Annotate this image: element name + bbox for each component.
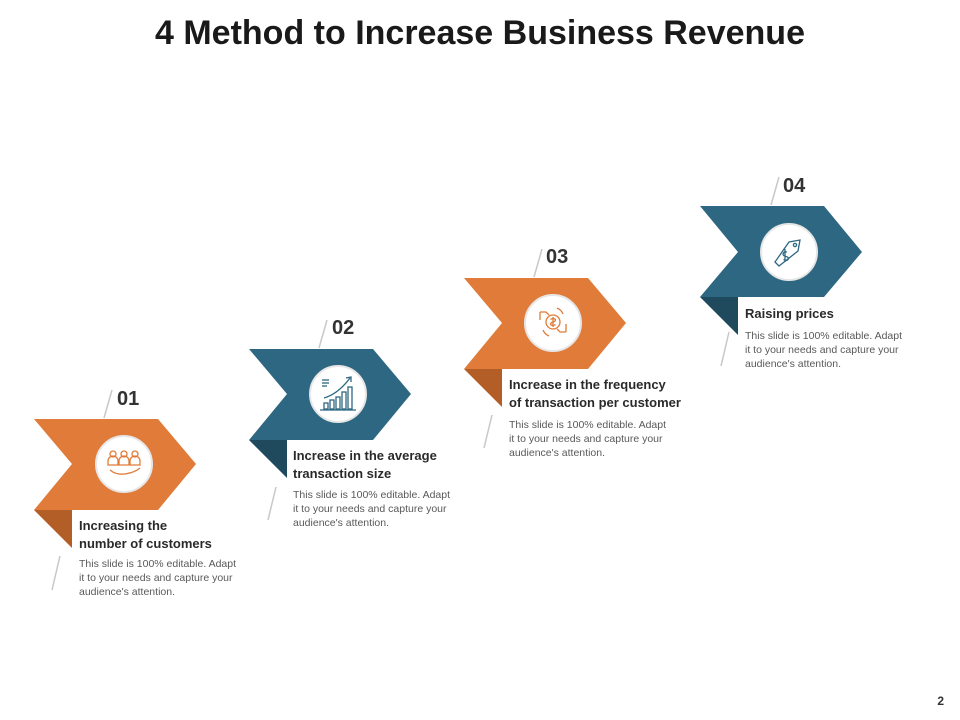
growth-chart-icon: [320, 376, 356, 411]
step-3-desc-line1: This slide is 100% editable. Adapt: [509, 419, 667, 431]
page-number: 2: [937, 694, 944, 708]
step-3-graphic: [464, 248, 626, 449]
step-3-number: 03: [546, 246, 569, 268]
slide-title: 4 Method to Increase Business Revenue: [155, 14, 805, 52]
step-1-heading-line1: Increasing the: [79, 518, 168, 533]
step-2-desc-line3: audience's attention.: [293, 517, 389, 529]
step-4-fold: [700, 297, 738, 335]
money-exchange-icon: [539, 307, 567, 337]
step-1-graphic: [34, 389, 196, 591]
step-3-heading-line2: of transaction per customer: [509, 395, 681, 410]
step-1-description: This slide is 100% editable. Adapt it to…: [79, 557, 269, 599]
step-3-heading-line1: Increase in the frequency: [509, 377, 666, 392]
step-3-description: This slide is 100% editable. Adapt it to…: [509, 418, 699, 460]
step-2-icon-circle: [309, 365, 367, 423]
step-1-icon-circle: [95, 435, 153, 493]
step-2-desc-line1: This slide is 100% editable. Adapt: [293, 489, 451, 501]
step-4-graphic: [700, 176, 862, 367]
step-4-heading-line1: Raising prices: [745, 306, 834, 321]
step-2-fold: [249, 440, 287, 478]
step-4-heading: Raising prices: [745, 305, 960, 323]
step-4-desc-line3: audience's attention.: [745, 358, 841, 370]
step-1-heading: Increasing the number of customers: [79, 517, 309, 553]
step-4-desc-line1: This slide is 100% editable. Adapt: [745, 330, 903, 342]
price-tag-icon: [774, 239, 801, 267]
step-4-icon-circle: [760, 223, 818, 281]
customers-hand-icon: [107, 450, 141, 475]
step-2-graphic: [249, 319, 411, 521]
step-4-desc-line2: it to your needs and capture your: [745, 344, 899, 356]
step-4-description: This slide is 100% editable. Adapt it to…: [745, 329, 935, 371]
step-1-number: 01: [117, 388, 140, 410]
step-1-desc-line2: it to your needs and capture your: [79, 572, 233, 584]
step-2-heading-line1: Increase in the average: [293, 448, 437, 463]
step-2-description: This slide is 100% editable. Adapt it to…: [293, 488, 483, 530]
step-3-fold: [464, 369, 502, 407]
step-3-heading: Increase in the frequency of transaction…: [509, 376, 739, 412]
step-2-number: 02: [332, 317, 355, 339]
step-1-desc-line3: audience's attention.: [79, 586, 175, 598]
step-3-desc-line3: audience's attention.: [509, 447, 605, 459]
step-1-desc-line1: This slide is 100% editable. Adapt: [79, 558, 237, 570]
step-1-fold: [34, 510, 72, 548]
step-1-heading-line2: number of customers: [79, 536, 212, 551]
step-2-desc-line2: it to your needs and capture your: [293, 503, 447, 515]
step-3-desc-line2: it to your needs and capture your: [509, 433, 663, 445]
step-2-heading-line2: transaction size: [293, 466, 392, 481]
step-4-number: 04: [783, 175, 806, 197]
step-2-heading: Increase in the average transaction size: [293, 447, 523, 483]
